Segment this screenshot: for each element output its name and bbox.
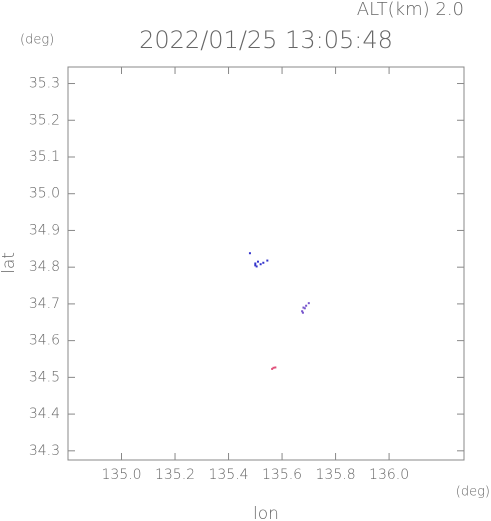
y-tick-label: 34.8 [29,259,60,275]
point [256,260,259,263]
plot-frame [67,66,465,461]
point [307,302,310,305]
y-unit: (deg) [20,33,54,48]
y-tick-label: 35.2 [29,112,60,128]
x-tick-label: 135.6 [262,467,302,483]
y-tick-label: 35.0 [29,186,60,202]
point [305,304,308,307]
x-axis-label: lon [253,504,279,521]
x-tick-label: 135.4 [208,467,248,483]
point [302,306,305,309]
point [255,265,258,268]
point [271,367,274,370]
point [274,366,277,369]
y-tick-label: 34.5 [29,369,60,385]
point [301,311,304,314]
y-tick-label: 34.6 [29,333,60,349]
point [254,264,257,267]
point [262,261,265,264]
point [259,263,262,266]
x-tick-label: 136.0 [369,467,409,483]
point [301,310,304,313]
x-tick-label: 135.2 [155,467,195,483]
x-tick-label: 135.0 [101,467,141,483]
x-unit: (deg) [456,485,490,500]
point [266,259,269,262]
point [254,262,257,265]
y-tick-label: 35.3 [29,76,60,92]
y-tick-label: 34.4 [29,406,60,422]
x-tick-label: 135.8 [316,467,356,483]
point [272,366,275,369]
annotation: ALT(km) 2.0 [357,0,464,20]
y-tick-label: 34.9 [29,222,60,238]
y-tick-label: 34.3 [29,443,60,459]
point [248,252,251,255]
y-axis-label: lat [0,252,19,274]
point [303,307,306,310]
chart-title: 2022/01/25 13:05:48 [139,26,393,54]
y-tick-label: 34.7 [29,296,60,312]
y-tick-label: 35.1 [29,149,60,165]
